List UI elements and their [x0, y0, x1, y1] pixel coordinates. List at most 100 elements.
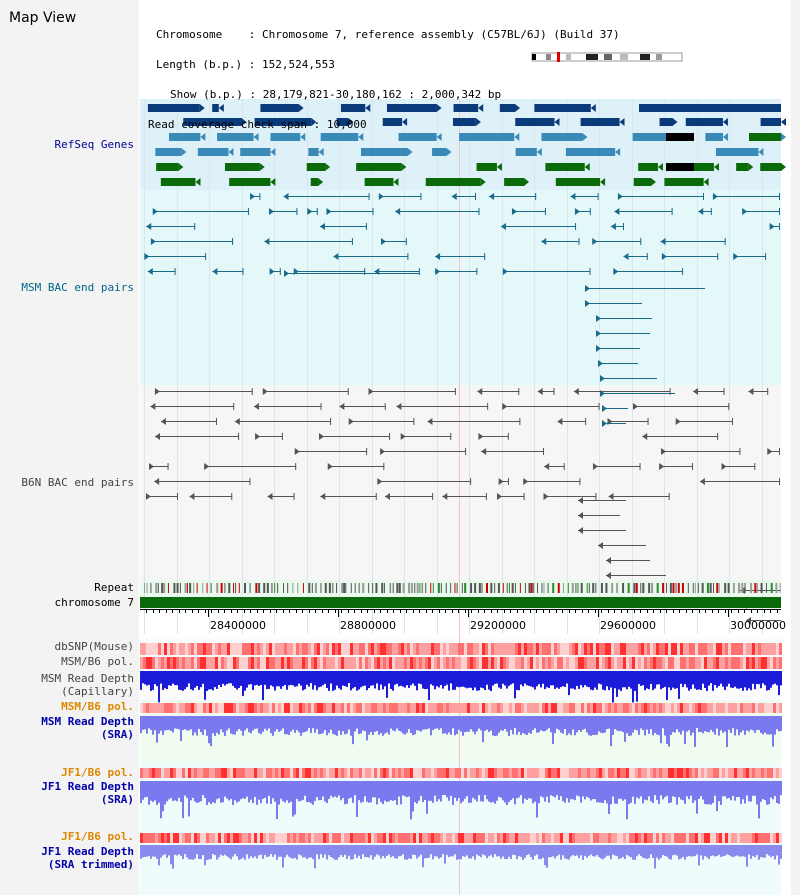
msm-bac-pair-end	[646, 253, 648, 260]
jf1-pol-cell	[698, 768, 701, 778]
msm-sra-depth-bar	[242, 716, 244, 736]
jf1-pol-cell	[680, 768, 683, 778]
msm-bac-pair-link	[600, 393, 675, 394]
msm-pol-cell	[710, 657, 713, 669]
repeat-element	[718, 583, 720, 593]
jf1-pol-cell	[275, 833, 278, 843]
msm-sra-depth-bar	[488, 716, 490, 732]
msm-sra-depth-bar	[774, 716, 776, 735]
msm-pol-cell	[233, 703, 236, 713]
repeat-element	[314, 583, 317, 593]
jf1-trimmed-depth-bar	[536, 845, 538, 855]
b6n-bac-pair-end	[563, 463, 565, 470]
msm-capillary-depth-bar	[210, 671, 212, 690]
jf1-pol-cell	[617, 833, 620, 843]
msm-sra-depth-bar	[196, 716, 198, 736]
msm-bac-pair-end	[418, 268, 420, 275]
jf1-pol-cell	[326, 768, 329, 778]
jf1-pol-cell	[686, 833, 689, 843]
b6n-bac-pair-end	[779, 478, 780, 485]
msm-pol-cell	[707, 657, 710, 669]
b6n-bac-pair-end	[717, 433, 719, 440]
jf1-trimmed-depth-bar	[612, 845, 614, 855]
jf1-trimmed-depth-bar	[180, 845, 182, 856]
jf1-pol-cell	[227, 833, 230, 843]
msm-capillary-depth-bar	[362, 671, 364, 687]
jf1-pol-cell	[380, 833, 383, 843]
msm-capillary-depth-bar	[414, 671, 416, 686]
jf1-sra-depth-bar	[188, 781, 190, 817]
msm-capillary-depth-bar	[340, 671, 342, 690]
dbsnp-cell	[239, 643, 242, 655]
jf1-pol-cell	[362, 768, 365, 778]
dbsnp-cell	[554, 643, 557, 655]
msm-capillary-depth-bar	[338, 671, 340, 689]
msm-pol-cell	[329, 703, 332, 713]
msm-sra-depth-bar	[650, 716, 652, 730]
jf1-pol-cell	[218, 768, 221, 778]
msm-capillary-depth-bar	[430, 671, 432, 685]
msm-bac-pair-end	[144, 253, 150, 260]
jf1-sra-depth-bar	[774, 781, 776, 797]
msm-capillary-depth-bar	[406, 671, 408, 686]
jf1-pol-cell	[740, 833, 743, 843]
msm-capillary-depth-bar	[568, 671, 570, 696]
b6n-bac-pair-end	[251, 388, 253, 395]
msm-pol-cell	[488, 703, 491, 713]
axis-minor-tick	[556, 609, 557, 613]
jf1-pol-cell	[281, 768, 284, 778]
repeat-element	[494, 583, 496, 593]
jf1-sra-depth-bar	[468, 781, 470, 803]
jf1-sra-depth-bar	[382, 781, 384, 805]
msm-capillary-depth-bar	[516, 671, 518, 691]
msm-sra-depth-bar	[458, 716, 460, 730]
msm-bac-pair-end	[585, 285, 590, 292]
msm-pol-cell	[713, 703, 716, 713]
gene-strand-arrow	[218, 104, 224, 112]
repeat-element	[163, 583, 166, 593]
jf1-trimmed-depth-bar	[356, 845, 358, 859]
msm-pol-cell	[590, 657, 593, 669]
msm-bac-pair-end	[212, 268, 218, 275]
track-label-msm-bac[interactable]: MSM BAC end pairs	[21, 281, 134, 294]
b6n-bac-pair-link	[573, 391, 671, 392]
jf1-pol-cell	[452, 833, 455, 843]
msm-pol-cell	[437, 703, 440, 713]
jf1-trimmed-depth-bar	[426, 845, 428, 859]
repeat-element	[157, 583, 159, 593]
jf1-trimmed-depth-bar	[228, 845, 230, 858]
track-label-refseq[interactable]: RefSeq Genes	[54, 138, 134, 151]
jf1-pol-cell	[776, 768, 779, 778]
gene-strand-arrow	[298, 104, 304, 112]
jf1-pol-cell	[377, 833, 380, 843]
msm-bac-pair-link	[623, 256, 648, 257]
msm-sra-depth-bar	[154, 716, 156, 731]
jf1-sra-depth-bar	[360, 781, 362, 803]
axis-minor-tick	[621, 609, 622, 613]
msm-pol-cell	[644, 657, 647, 669]
axis-minor-tick	[712, 609, 713, 613]
jf1-trimmed-depth-bar	[344, 845, 346, 855]
msm-pol-cell	[383, 703, 386, 713]
jf1-pol-cell	[203, 833, 206, 843]
msm-bac-pair-end	[247, 208, 249, 215]
jf1-trimmed-depth-bar	[406, 845, 408, 860]
jf1-pol-cell	[743, 833, 746, 843]
msm-pol-cell	[599, 657, 602, 669]
jf1-trimmed-depth-bar	[442, 845, 444, 855]
jf1-sra-depth-bar	[682, 781, 684, 801]
jf1-pol-cell	[146, 833, 149, 843]
jf1-trimmed-depth-bar	[640, 845, 642, 856]
jf1-pol-cell	[266, 768, 269, 778]
track-label-b6n-bac[interactable]: B6N BAC end pairs	[21, 476, 134, 489]
jf1-pol-cell	[467, 833, 470, 843]
jf1-pol-cell	[659, 768, 662, 778]
jf1-pol-cell	[605, 768, 608, 778]
jf1-trimmed-depth-bar	[348, 845, 350, 856]
repeat-element	[375, 583, 378, 593]
jf1-trimmed-depth-bar	[514, 845, 516, 856]
jf1-pol-cell	[356, 768, 359, 778]
msm-bac-pair-end	[405, 238, 407, 245]
gene-strand-arrow	[401, 163, 407, 171]
